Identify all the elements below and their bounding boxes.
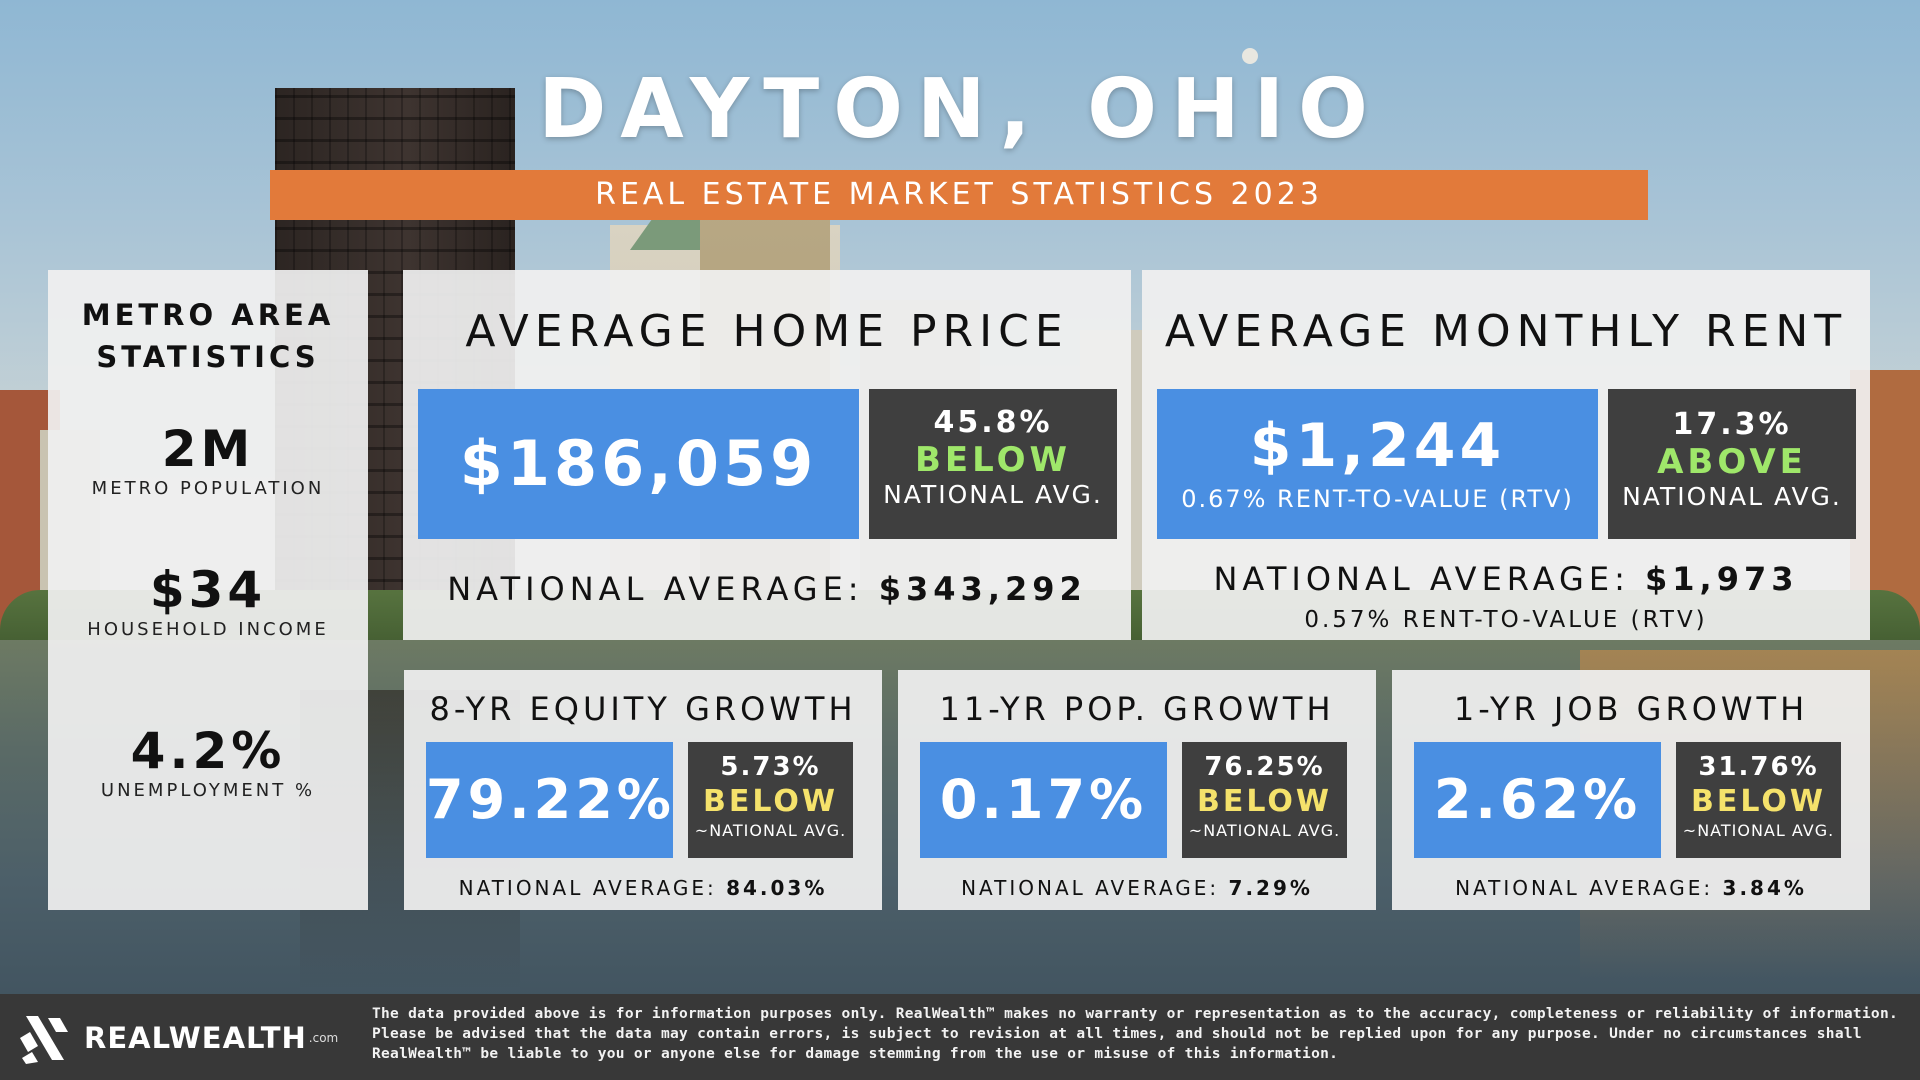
unemployment-value: 4.2% — [130, 722, 286, 780]
disclaimer-text: The data provided above is for informati… — [372, 1006, 1899, 1062]
subtitle-banner: REAL ESTATE MARKET STATISTICS 2023 — [270, 170, 1648, 220]
home-price-title: AVERAGE HOME PRICE — [465, 306, 1069, 357]
compare-direction: BELOW — [1197, 784, 1332, 819]
compare-label: NATIONAL AVG. — [1622, 482, 1842, 511]
compare-direction: BELOW — [703, 784, 838, 819]
national-average-value: 7.29% — [1228, 876, 1313, 900]
population-growth-compare: 76.25% BELOW ~NATIONAL AVG. — [1182, 742, 1347, 858]
national-average-line: NATIONAL AVERAGE: $343,292 — [403, 570, 1131, 608]
household-income-label: HOUSEHOLD INCOME — [87, 619, 329, 640]
unemployment-label: UNEMPLOYMENT % — [100, 780, 316, 801]
population-growth-panel: 11-YR POP. GROWTH 0.17% 76.25% BELOW ~NA… — [898, 670, 1376, 910]
page-title: DAYTON, OHIO — [538, 62, 1382, 157]
home-price-compare: 45.8% BELOW NATIONAL AVG. — [869, 389, 1117, 539]
national-average-label: NATIONAL AVERAGE: — [1213, 560, 1630, 598]
national-average-label: NATIONAL AVERAGE: — [961, 876, 1220, 900]
national-average-line: NATIONAL AVERAGE: 84.03% — [404, 876, 882, 900]
national-average-label: NATIONAL AVERAGE: — [1455, 876, 1714, 900]
national-average-value: 3.84% — [1722, 876, 1807, 900]
equity-growth-title: 8-YR EQUITY GROWTH — [429, 690, 857, 728]
national-average-value: 84.03% — [726, 876, 828, 900]
job-growth-value: 2.62% — [1414, 742, 1661, 858]
metro-population-value: 2M — [161, 420, 255, 478]
population-growth-value: 0.17% — [920, 742, 1167, 858]
compare-label: NATIONAL AVG. — [883, 480, 1103, 509]
realwealth-logo-icon — [18, 1012, 72, 1064]
home-price-value: $186,059 — [418, 389, 859, 539]
compare-label: ~NATIONAL AVG. — [1682, 821, 1835, 840]
realwealth-logo[interactable]: REALWEALTH .com — [18, 1012, 338, 1064]
monthly-rent-compare: 17.3% ABOVE NATIONAL AVG. — [1608, 389, 1856, 539]
job-growth-compare: 31.76% BELOW ~NATIONAL AVG. — [1676, 742, 1841, 858]
national-rent-to-value: 0.57% RENT-TO-VALUE (RTV) — [1304, 607, 1708, 633]
monthly-rent-box: $1,244 0.67% RENT-TO-VALUE (RTV) — [1157, 389, 1598, 539]
monthly-rent-value: $1,244 — [1249, 411, 1506, 481]
compare-label: ~NATIONAL AVG. — [1188, 821, 1341, 840]
national-average-label: NATIONAL AVERAGE: — [447, 570, 864, 608]
brand-suffix: .com — [308, 1031, 339, 1045]
national-average-line: NATIONAL AVERAGE: 3.84% — [1392, 876, 1870, 900]
compare-percent: 76.25% — [1204, 752, 1325, 782]
brand-name: REALWEALTH — [84, 1021, 307, 1055]
compare-percent: 31.76% — [1698, 752, 1819, 782]
compare-direction: BELOW — [1691, 784, 1826, 819]
metro-heading: METRO AREA STATISTICS — [81, 298, 335, 374]
compare-label: ~NATIONAL AVG. — [694, 821, 847, 840]
compare-direction: ABOVE — [1657, 442, 1807, 482]
equity-growth-panel: 8-YR EQUITY GROWTH 79.22% 5.73% BELOW ~N… — [404, 670, 882, 910]
national-average-value: $343,292 — [878, 570, 1087, 608]
job-growth-title: 1-YR JOB GROWTH — [1453, 690, 1809, 728]
metro-population-label: METRO POPULATION — [91, 478, 325, 499]
monthly-rent-title: AVERAGE MONTHLY RENT — [1164, 306, 1848, 357]
monthly-rent-panel: AVERAGE MONTHLY RENT $1,244 0.67% RENT-T… — [1142, 270, 1870, 640]
population-growth-title: 11-YR POP. GROWTH — [939, 690, 1335, 728]
moon — [1242, 48, 1258, 64]
compare-direction: BELOW — [915, 440, 1071, 480]
household-income-value: $34 — [149, 561, 267, 619]
equity-growth-compare: 5.73% BELOW ~NATIONAL AVG. — [688, 742, 853, 858]
compare-percent: 5.73% — [720, 752, 821, 782]
rent-to-value: 0.67% RENT-TO-VALUE (RTV) — [1181, 485, 1574, 513]
national-average-label: NATIONAL AVERAGE: — [458, 876, 717, 900]
home-price-panel: AVERAGE HOME PRICE $186,059 45.8% BELOW … — [403, 270, 1131, 640]
metro-stats-panel: METRO AREA STATISTICS 2M METRO POPULATIO… — [48, 270, 368, 910]
compare-percent: 45.8% — [933, 405, 1053, 440]
equity-growth-value: 79.22% — [426, 742, 673, 858]
national-average-line: NATIONAL AVERAGE: 7.29% — [898, 876, 1376, 900]
national-average-line: NATIONAL AVERAGE: $1,973 — [1142, 560, 1870, 598]
job-growth-panel: 1-YR JOB GROWTH 2.62% 31.76% BELOW ~NATI… — [1392, 670, 1870, 910]
compare-percent: 17.3% — [1672, 407, 1792, 442]
national-average-value: $1,973 — [1645, 560, 1799, 598]
footer-bar: REALWEALTH .com The data provided above … — [0, 994, 1920, 1080]
